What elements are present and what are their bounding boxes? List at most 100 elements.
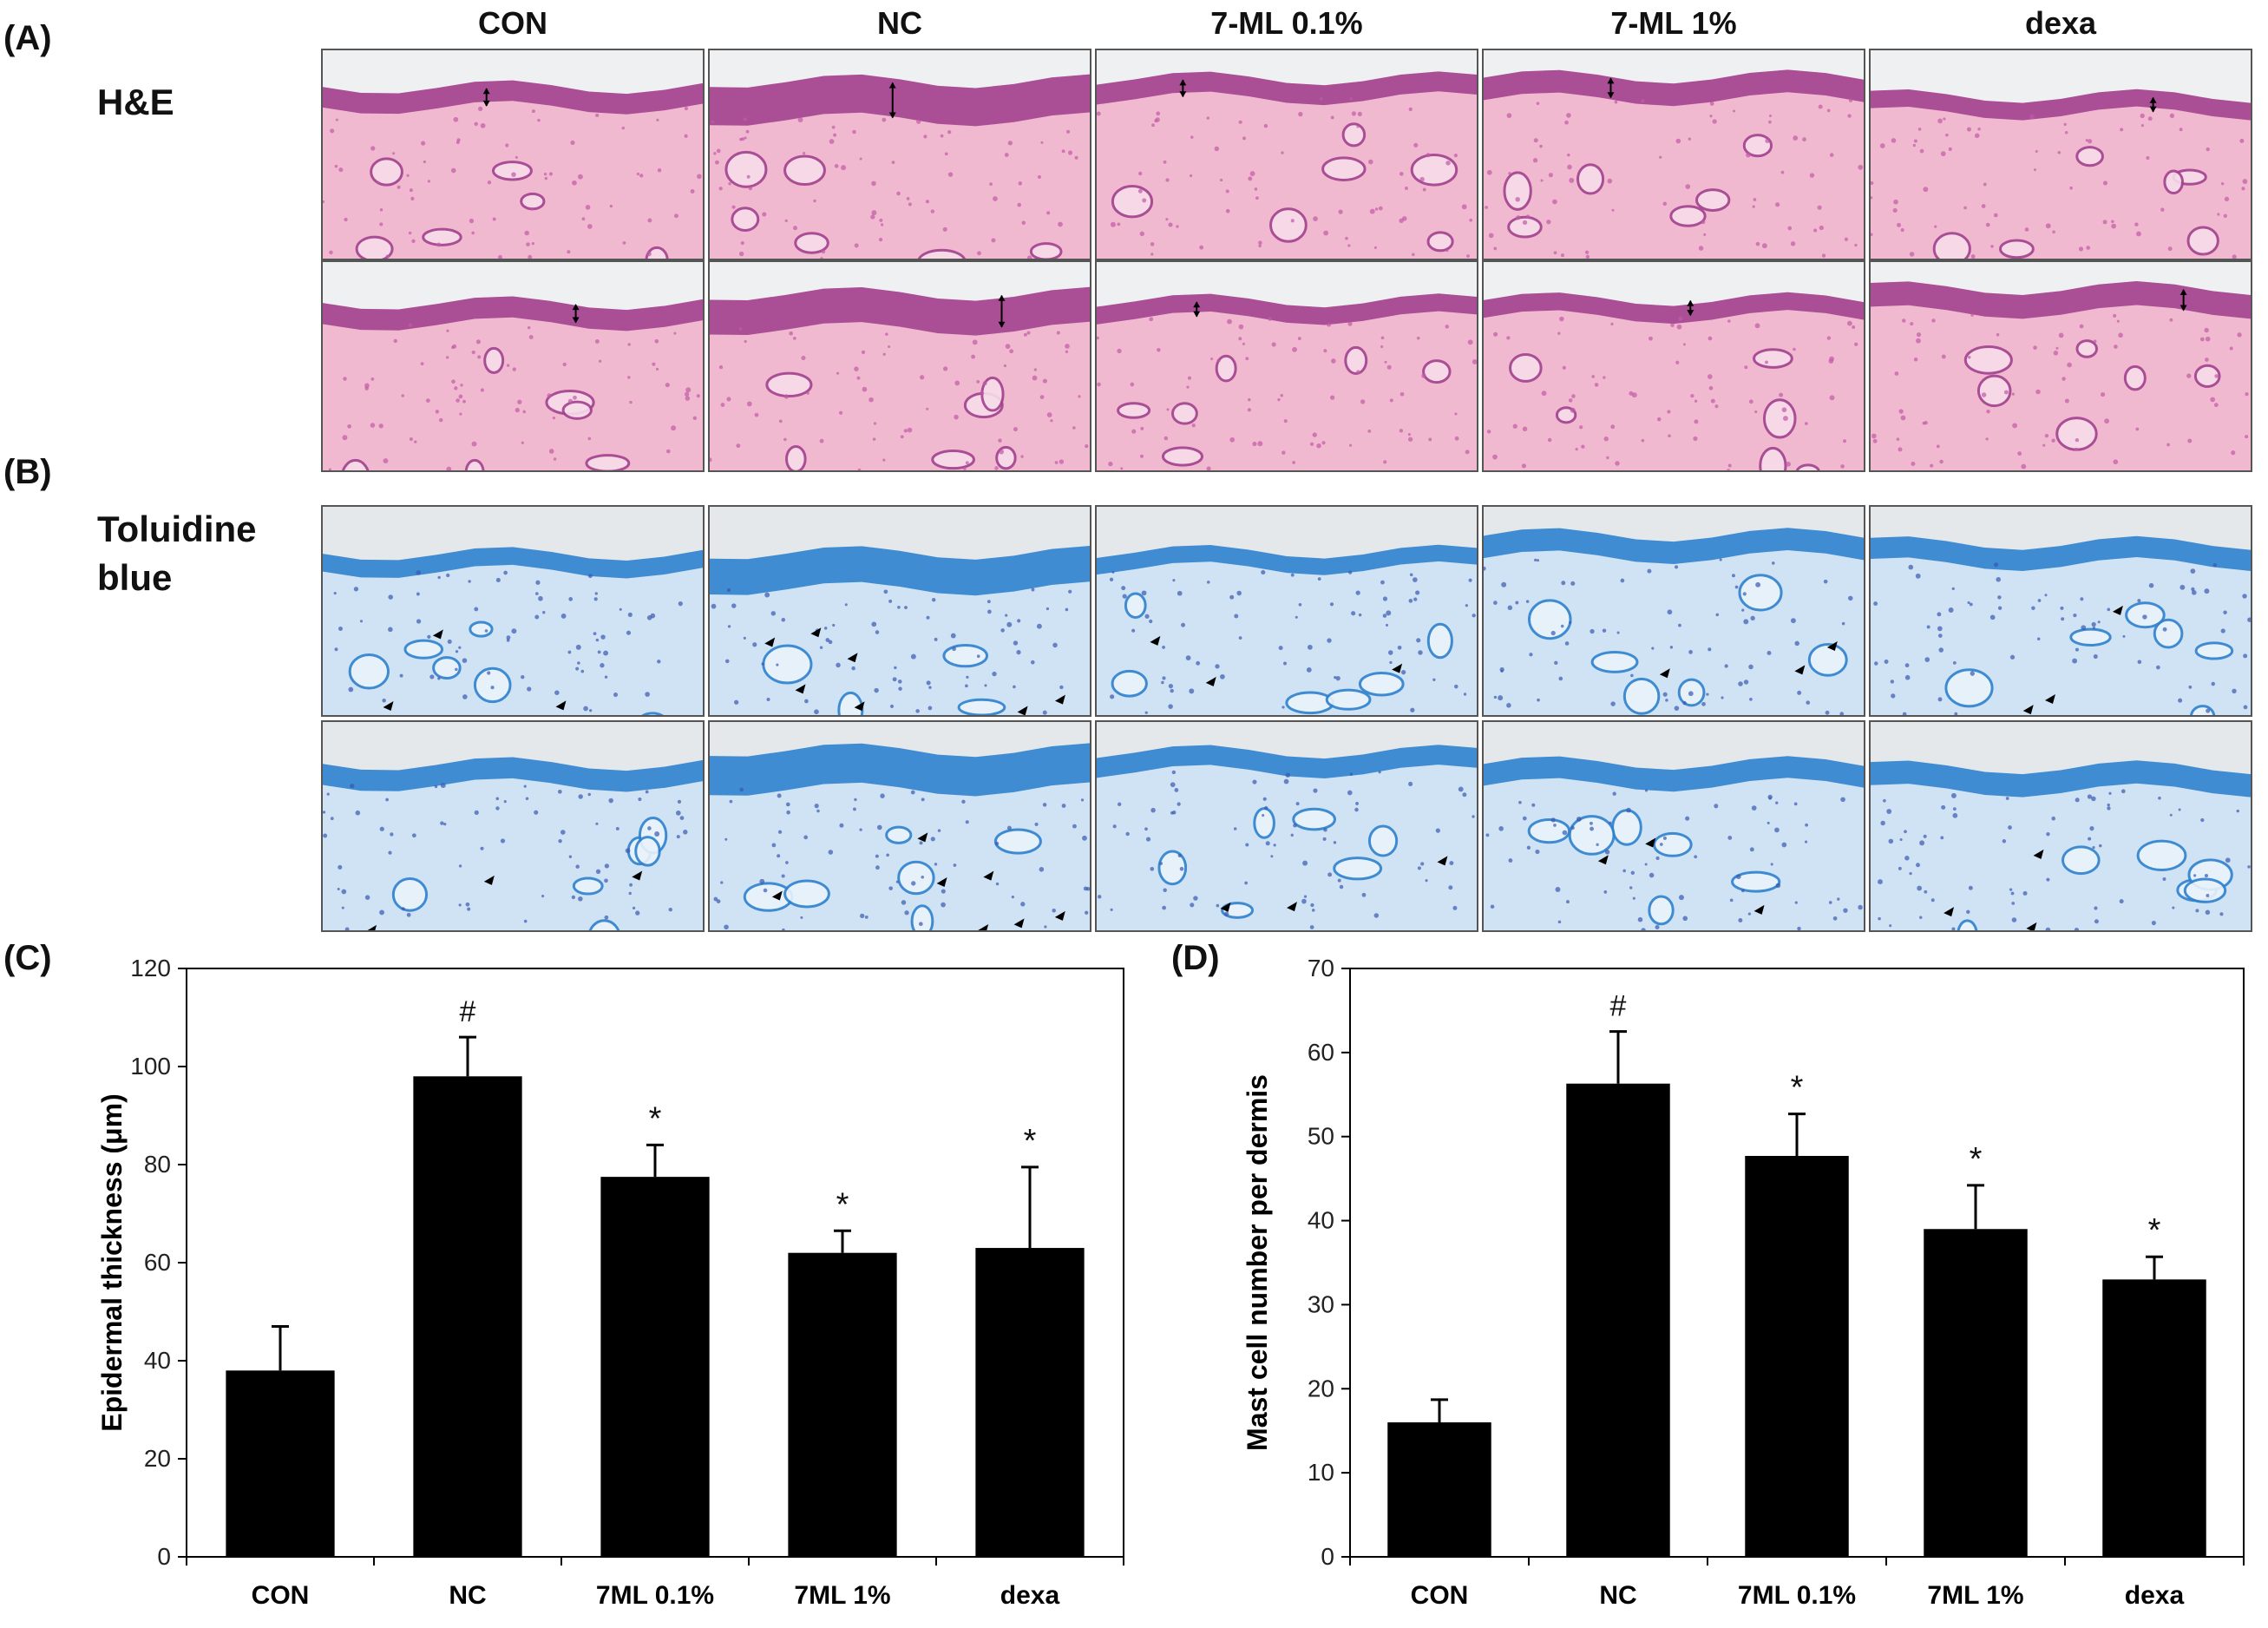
y-tick-label: 60 bbox=[1308, 1039, 1334, 1066]
micrograph-tile bbox=[708, 505, 1091, 717]
chart-d: 0 10 20 30 40 50 60 70 Mast cell number per derm… bbox=[1163, 955, 2268, 1624]
micrograph-tile bbox=[1095, 49, 1478, 260]
y-tick-label: 70 bbox=[1308, 955, 1334, 981]
mast-cell-arrowhead bbox=[555, 700, 567, 711]
bar-3 bbox=[788, 1252, 897, 1557]
mast-cell-arrowhead bbox=[1392, 663, 1403, 673]
panel-label-a: (A) bbox=[3, 19, 52, 57]
mast-cell-arrowhead bbox=[2045, 694, 2055, 705]
micrograph-tile bbox=[1095, 720, 1478, 932]
mast-cell-arrowhead bbox=[936, 877, 947, 888]
y-tick-label: 120 bbox=[130, 955, 171, 981]
micrograph-tile bbox=[708, 720, 1091, 932]
significance-mark: # bbox=[1610, 990, 1627, 1023]
bar-3 bbox=[1924, 1229, 2028, 1557]
bar-2 bbox=[1745, 1155, 1849, 1557]
mast-cell-arrowhead bbox=[917, 832, 928, 843]
mast-cell-arrowhead bbox=[1659, 668, 1670, 679]
bar-0 bbox=[226, 1370, 335, 1557]
y-axis-label: Epidermal thickness (μm) bbox=[96, 1093, 128, 1431]
mast-cell-arrowhead bbox=[771, 890, 783, 901]
column-header-7ml-01: 7-ML 0.1% bbox=[1210, 5, 1363, 41]
micrograph-tile bbox=[708, 260, 1091, 472]
micrograph-tile bbox=[1869, 49, 2252, 260]
y-tick-label: 60 bbox=[144, 1249, 171, 1276]
mast-cell-arrowhead bbox=[978, 923, 989, 930]
micrograph-tile bbox=[321, 260, 705, 472]
mast-cell-arrowhead bbox=[854, 701, 865, 712]
bar-4 bbox=[975, 1248, 1085, 1557]
x-tick-label: 7ML 1% bbox=[1927, 1581, 2023, 1610]
significance-mark: * bbox=[1791, 1070, 1804, 1106]
significance-mark: # bbox=[460, 995, 476, 1028]
micrograph-tile bbox=[1482, 505, 1865, 717]
y-tick-label: 30 bbox=[1308, 1290, 1334, 1317]
y-tick-label: 20 bbox=[1308, 1375, 1334, 1402]
bar-4 bbox=[2102, 1279, 2206, 1557]
mast-cell-arrowhead bbox=[1013, 918, 1025, 929]
micrograph-tile bbox=[1869, 505, 2252, 717]
mast-cell-arrowhead bbox=[1054, 694, 1065, 705]
mast-cell-arrowhead bbox=[1645, 837, 1656, 848]
bar-1 bbox=[413, 1076, 522, 1557]
y-tick-label: 50 bbox=[1308, 1123, 1334, 1150]
panel-label-b: (B) bbox=[3, 453, 52, 491]
column-header-con: CON bbox=[478, 5, 547, 41]
micrograph-tile bbox=[1482, 49, 1865, 260]
micrograph-tile bbox=[1482, 260, 1865, 472]
mast-cell-arrowhead bbox=[1017, 706, 1028, 715]
micrograph-tile bbox=[321, 505, 705, 717]
x-tick-label: dexa bbox=[2125, 1581, 2185, 1610]
mast-cell-arrowhead bbox=[432, 629, 443, 640]
panel-label-d: (D) bbox=[1171, 939, 1220, 977]
y-tick-label: 40 bbox=[144, 1347, 171, 1374]
mast-cell-arrowhead bbox=[1753, 904, 1765, 915]
chart-c: 0 20 40 60 80 100 120 Epidermal thickness (μm) C… bbox=[0, 955, 1154, 1624]
x-tick-label: 7ML 0.1% bbox=[1738, 1581, 1856, 1610]
x-tick-label: CON bbox=[252, 1581, 310, 1610]
significance-mark: * bbox=[649, 1100, 662, 1137]
mast-cell-arrowhead bbox=[810, 627, 822, 638]
mast-cell-arrowhead bbox=[983, 870, 994, 881]
y-tick-label: 100 bbox=[130, 1053, 171, 1080]
x-tick-label: 7ML 0.1% bbox=[596, 1581, 714, 1610]
x-tick-label: CON bbox=[1411, 1581, 1469, 1610]
y-tick-label: 0 bbox=[1321, 1543, 1334, 1570]
mast-cell-arrowhead bbox=[1944, 907, 1955, 917]
mast-cell-arrowhead bbox=[1794, 665, 1806, 675]
stain-label-he: H&E bbox=[97, 82, 174, 122]
mast-cell-arrowhead bbox=[2112, 605, 2123, 615]
mast-cell-arrowhead bbox=[483, 875, 495, 885]
x-tick-label: NC bbox=[1599, 1581, 1636, 1610]
mast-cell-arrowhead bbox=[1150, 635, 1161, 646]
micrograph-tile bbox=[1869, 260, 2252, 472]
mast-cell-arrowhead bbox=[1220, 902, 1231, 912]
micrograph-tile bbox=[708, 49, 1091, 260]
column-header-nc: NC bbox=[877, 5, 922, 41]
significance-mark: * bbox=[1024, 1123, 1037, 1159]
y-tick-label: 0 bbox=[157, 1543, 171, 1570]
mast-cell-arrowhead bbox=[2022, 705, 2034, 715]
mast-cell-arrowhead bbox=[632, 870, 643, 881]
mast-cell-arrowhead bbox=[1437, 856, 1448, 866]
micrograph-tile bbox=[1869, 720, 2252, 932]
y-tick-label: 40 bbox=[1308, 1207, 1334, 1234]
mast-cell-arrowhead bbox=[764, 637, 776, 647]
significance-mark: * bbox=[2148, 1212, 2161, 1249]
mast-cell-arrowhead bbox=[2026, 922, 2037, 930]
mast-cell-arrowhead bbox=[367, 924, 377, 930]
bar-2 bbox=[600, 1177, 710, 1557]
micrograph-tile bbox=[1095, 260, 1478, 472]
significance-mark: * bbox=[1970, 1141, 1983, 1178]
mast-cell-arrowhead bbox=[1826, 641, 1838, 652]
column-header-dexa: dexa bbox=[2024, 5, 2097, 41]
x-tick-label: dexa bbox=[1000, 1581, 1060, 1610]
x-tick-label: 7ML 1% bbox=[794, 1581, 890, 1610]
micrograph-tile bbox=[321, 720, 705, 932]
y-tick-label: 10 bbox=[1308, 1459, 1334, 1486]
bar-1 bbox=[1566, 1083, 1670, 1557]
y-tick-label: 80 bbox=[144, 1151, 171, 1178]
mast-cell-arrowhead bbox=[2033, 849, 2044, 859]
micrograph-tile bbox=[321, 49, 705, 260]
stain-label-toluidine: Toluidine blue bbox=[97, 509, 257, 598]
